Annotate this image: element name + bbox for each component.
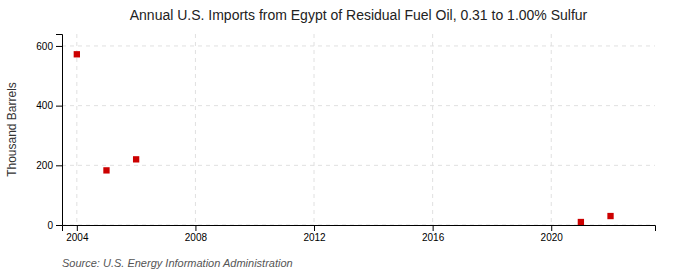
y-tick-mark bbox=[56, 46, 62, 47]
x-axis: 2004 2008 2012 2016 2020 bbox=[63, 225, 656, 243]
grid-line-x bbox=[432, 34, 433, 225]
chart: 2004 2008 2012 2016 2020 0 200 400 600 Annual U.S… bbox=[0, 0, 675, 275]
point bbox=[103, 167, 109, 173]
y-axis-title: Thousand Barrels bbox=[5, 82, 19, 177]
grid-line-x bbox=[314, 34, 315, 225]
y-tick-mark bbox=[56, 106, 62, 107]
x-tick-label: 2016 bbox=[422, 232, 445, 243]
grid-line-x bbox=[195, 34, 196, 225]
grid-line-y bbox=[62, 45, 655, 46]
grid-line-y bbox=[62, 165, 655, 166]
y-tick: 400 bbox=[36, 100, 62, 111]
points bbox=[74, 51, 614, 225]
grid-line-y bbox=[62, 105, 655, 106]
y-tick-label: 400 bbox=[36, 100, 53, 111]
point bbox=[74, 51, 80, 57]
y-tick-label: 200 bbox=[36, 160, 53, 171]
x-tick: 2004 bbox=[66, 225, 89, 243]
y-axis-line bbox=[56, 35, 63, 226]
x-tick-mark bbox=[551, 225, 552, 231]
point bbox=[133, 156, 139, 162]
y-tick: 200 bbox=[36, 160, 62, 171]
x-tick-mark bbox=[195, 225, 196, 231]
y-axis: 0 200 400 600 bbox=[36, 35, 62, 231]
y-tick: 0 bbox=[47, 220, 62, 231]
y-tick-label: 600 bbox=[36, 41, 53, 52]
x-tick-label: 2020 bbox=[541, 232, 564, 243]
plot-area: 2004 2008 2012 2016 2020 0 200 400 600 bbox=[36, 34, 655, 243]
x-tick-label: 2008 bbox=[185, 232, 208, 243]
grid bbox=[62, 34, 655, 225]
y-tick-mark bbox=[56, 165, 62, 166]
x-tick: 2016 bbox=[422, 225, 445, 243]
y-tick: 600 bbox=[36, 41, 62, 52]
source-note: Source: U.S. Energy Information Administ… bbox=[62, 257, 293, 269]
x-tick-mark bbox=[77, 225, 78, 231]
grid-line-x bbox=[76, 34, 77, 225]
x-tick-label: 2004 bbox=[66, 232, 89, 243]
x-tick-mark bbox=[314, 225, 315, 231]
x-axis-line bbox=[63, 226, 656, 232]
point bbox=[607, 213, 613, 219]
point bbox=[578, 219, 584, 225]
x-tick: 2012 bbox=[303, 225, 326, 243]
x-tick-label: 2012 bbox=[303, 232, 326, 243]
x-tick: 2008 bbox=[185, 225, 208, 243]
y-tick-mark bbox=[56, 225, 62, 226]
x-tick: 2020 bbox=[541, 225, 564, 243]
y-tick-label: 0 bbox=[47, 220, 53, 231]
grid-line-x bbox=[551, 34, 552, 225]
x-tick-mark bbox=[433, 225, 434, 231]
title: Annual U.S. Imports from Egypt of Residu… bbox=[130, 7, 588, 23]
